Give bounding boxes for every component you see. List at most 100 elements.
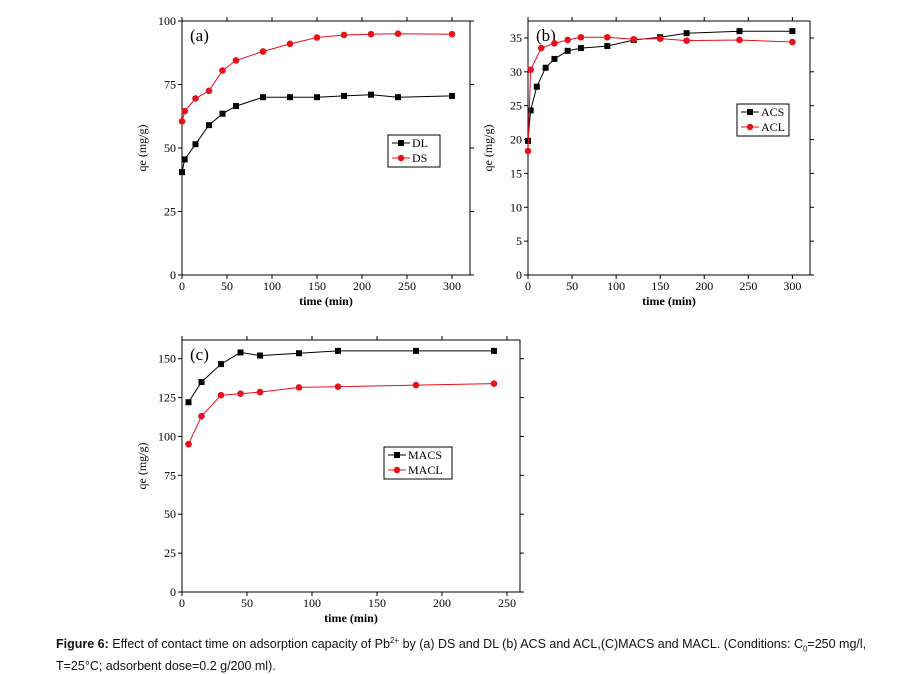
legend-label: ACL	[761, 120, 785, 134]
data-point-MACL	[185, 440, 192, 448]
x-axis-label: time (min)	[642, 294, 696, 308]
panel-label: (a)	[190, 26, 209, 45]
data-point-ACL	[683, 37, 690, 44]
data-point-DS	[340, 31, 348, 39]
y-tick-label: 25	[510, 99, 522, 113]
data-point-ACL	[551, 40, 558, 47]
y-tick-label: 15	[510, 166, 522, 180]
data-point-ACL	[604, 33, 611, 41]
data-point-ACS	[789, 28, 796, 35]
y-tick-label: 100	[158, 429, 176, 443]
legend-box	[736, 103, 790, 137]
x-tick-label: 300	[443, 279, 461, 293]
data-point-ACS	[551, 55, 558, 62]
data-point-MACL	[237, 390, 244, 397]
data-point-MACS	[198, 379, 205, 385]
x-tick-label: 100	[263, 279, 281, 293]
data-point-DL	[179, 169, 185, 176]
data-point-MACL	[334, 383, 342, 390]
legend-label: ACS	[761, 105, 784, 119]
x-tick-label: 150	[651, 279, 669, 293]
x-tick-label: 250	[739, 279, 757, 293]
data-point-MACS	[257, 352, 263, 359]
panel-label: (c)	[190, 345, 209, 364]
data-point-MACL	[256, 388, 264, 396]
data-point-ACL	[630, 35, 638, 43]
series-line-MACL	[188, 383, 495, 445]
data-point-DS	[181, 107, 188, 115]
data-point-MACL	[412, 381, 420, 389]
data-point-ACL	[577, 33, 585, 41]
data-point-ACS	[683, 30, 690, 37]
x-tick-label: 200	[433, 596, 451, 610]
data-point-DL	[368, 91, 374, 98]
x-tick-label: 50	[566, 279, 578, 293]
data-point-DS	[205, 87, 213, 95]
plot-frame	[181, 339, 521, 593]
data-point-DL	[287, 94, 293, 101]
data-point-ACS	[542, 64, 549, 71]
data-point-DL	[341, 92, 347, 99]
chart-panel-1: 0 50 100 150 200 250 300 0 5 10 15 20 25 30 35 time (mi…	[481, 17, 814, 308]
caption-text-1: Effect of contact time on adsorption cap…	[108, 637, 390, 652]
plot-frame	[527, 20, 811, 276]
data-point-DS	[367, 30, 375, 38]
legend-marker	[398, 140, 404, 146]
chart-panel-0: 0 50 100 150 200 250 300 0 25 50 75 100 time (min) qe…	[135, 14, 474, 308]
data-point-DL	[219, 110, 226, 117]
series-line-DS	[181, 33, 453, 122]
data-point-ACL	[736, 36, 743, 44]
data-point-DL	[395, 94, 401, 101]
data-point-MACL	[198, 412, 205, 420]
x-tick-label: 150	[368, 596, 386, 610]
data-point-DL	[233, 103, 239, 110]
data-point-ACS	[564, 47, 571, 54]
y-tick-label: 125	[158, 391, 176, 405]
y-tick-label: 0	[170, 268, 176, 282]
data-point-DS	[178, 118, 186, 125]
data-point-MACL	[217, 391, 225, 399]
data-point-ACL	[537, 44, 545, 52]
data-point-DS	[448, 30, 456, 38]
data-point-MACS	[491, 347, 497, 354]
data-point-DS	[313, 34, 321, 41]
data-point-DS	[232, 57, 240, 64]
y-tick-label: 35	[510, 31, 522, 45]
caption-label: Figure 6:	[56, 637, 109, 652]
x-tick-label: 200	[353, 279, 371, 293]
data-point-MACS	[218, 361, 224, 368]
x-tick-label: 250	[398, 279, 416, 293]
legend-marker	[394, 452, 400, 458]
data-point-MACL	[490, 380, 498, 387]
y-tick-label: 150	[158, 352, 176, 366]
data-point-DS	[192, 95, 199, 102]
x-tick-label: 0	[179, 596, 185, 610]
data-point-ACL	[524, 147, 532, 155]
data-point-DS	[259, 48, 267, 55]
x-tick-label: 250	[498, 596, 516, 610]
x-tick-label: 50	[221, 279, 233, 293]
y-tick-label: 25	[164, 546, 176, 560]
x-tick-label: 100	[607, 279, 625, 293]
y-tick-label: 25	[164, 205, 176, 219]
x-tick-label: 200	[695, 279, 713, 293]
data-point-ACS	[604, 43, 611, 50]
caption-text-3: =250 mg/l, T=25°C; adsorbent dose=0.2 g/…	[56, 637, 867, 673]
data-point-MACL	[295, 384, 303, 391]
x-tick-label: 0	[179, 279, 185, 293]
x-tick-label: 100	[303, 596, 321, 610]
y-tick-label: 100	[158, 14, 176, 28]
data-point-DL	[192, 141, 199, 148]
x-tick-label: 150	[308, 279, 326, 293]
data-point-MACS	[185, 399, 192, 406]
legend-marker	[746, 123, 754, 131]
data-point-DS	[219, 67, 226, 74]
panel-label: (b)	[536, 26, 556, 45]
data-point-ACS	[533, 83, 540, 90]
y-tick-label: 20	[510, 133, 522, 147]
x-tick-label: 0	[525, 279, 531, 293]
y-tick-label: 0	[516, 268, 522, 282]
legend-label: DS	[412, 151, 427, 165]
